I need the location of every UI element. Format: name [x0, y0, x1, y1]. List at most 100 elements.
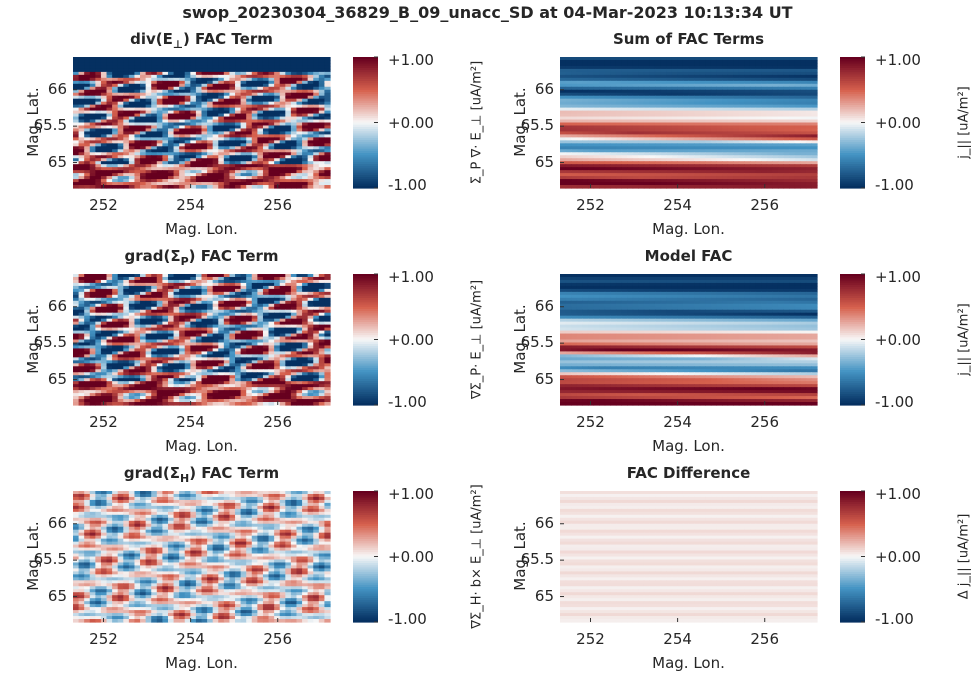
- heatmap-cell: [184, 185, 191, 189]
- heatmap-cell: [722, 110, 729, 115]
- heatmap-cell: [324, 128, 331, 133]
- heatmap-cell: [738, 131, 745, 136]
- heatmap-cell: [100, 285, 108, 290]
- heatmap-cell: [89, 113, 96, 118]
- heatmap-cell: [229, 282, 236, 287]
- heatmap-cell: [682, 140, 690, 144]
- heatmap-cell: [223, 149, 231, 153]
- heatmap-cell: [279, 279, 286, 284]
- heatmap-cell: [313, 71, 320, 76]
- heatmap-cell: [78, 74, 85, 79]
- heatmap-cell: [699, 107, 706, 112]
- heatmap-cell: [112, 291, 119, 296]
- heatmap-cell: [89, 161, 96, 165]
- heatmap-cell: [89, 291, 96, 296]
- colorbar-segment: [840, 63, 865, 67]
- heatmap-cell: [223, 137, 231, 141]
- heatmap-cell: [677, 173, 684, 177]
- heatmap-cell: [179, 274, 186, 278]
- heatmap-cell: [89, 152, 96, 156]
- heatmap-cell: [744, 128, 751, 133]
- heatmap-cell: [593, 62, 600, 67]
- heatmap-cell: [279, 309, 286, 314]
- heatmap-cell: [179, 98, 186, 103]
- heatmap-cell: [201, 128, 208, 133]
- heatmap-cell: [610, 143, 617, 147]
- heatmap-cell: [235, 137, 242, 141]
- heatmap-cell: [268, 104, 275, 109]
- heatmap-cell: [576, 164, 583, 168]
- heatmap-cell: [318, 95, 326, 100]
- heatmap-cell: [599, 170, 606, 174]
- heatmap-cell: [229, 125, 236, 130]
- heatmap-cell: [296, 101, 303, 106]
- heatmap-cell: [223, 134, 231, 138]
- heatmap-cell: [156, 57, 163, 61]
- heatmap-cell: [694, 164, 701, 168]
- heatmap-cell: [117, 176, 124, 180]
- heatmap-cell: [811, 146, 818, 150]
- heatmap-cell: [671, 149, 678, 153]
- heatmap-cell: [324, 65, 331, 70]
- heatmap-cell: [710, 89, 718, 94]
- heatmap-cell: [805, 146, 813, 150]
- heatmap-cell: [694, 65, 701, 70]
- colorbar-segment: [353, 91, 378, 95]
- heatmap-cell: [223, 95, 231, 100]
- heatmap-cell: [318, 173, 326, 177]
- heatmap-cell: [649, 125, 656, 130]
- heatmap-cell: [324, 101, 331, 106]
- heatmap-cell: [190, 71, 197, 76]
- heatmap-cell: [123, 152, 130, 156]
- heatmap-cell: [599, 137, 606, 141]
- heatmap-cell: [100, 167, 108, 171]
- heatmap-cell: [744, 125, 751, 130]
- heatmap-cell: [145, 309, 152, 314]
- heatmap-cell: [156, 59, 163, 64]
- heatmap-cell: [235, 179, 242, 183]
- heatmap-cell: [805, 68, 813, 73]
- heatmap-cell: [733, 101, 740, 106]
- heatmap-cell: [290, 101, 298, 106]
- heatmap-cell: [307, 59, 314, 64]
- colorbar-segment: [353, 159, 378, 163]
- heatmap-cell: [800, 77, 807, 82]
- heatmap-cell: [749, 122, 757, 127]
- heatmap-cell: [632, 77, 639, 82]
- heatmap-cell: [212, 318, 219, 323]
- heatmap-cell: [783, 152, 790, 156]
- heatmap-cell: [89, 288, 96, 293]
- heatmap-cell: [179, 80, 186, 85]
- heatmap-cell: [251, 65, 258, 70]
- heatmap-cell: [89, 140, 96, 144]
- heatmap-cell: [173, 131, 180, 136]
- heatmap-cell: [638, 164, 645, 168]
- heatmap-cell: [257, 321, 264, 326]
- heatmap-cell: [688, 119, 695, 124]
- heatmap-cell: [660, 107, 667, 112]
- heatmap-cell: [705, 110, 712, 115]
- heatmap-cell: [212, 101, 219, 106]
- heatmap-cell: [710, 146, 718, 150]
- heatmap-cell: [677, 179, 684, 183]
- heatmap-cell: [201, 300, 208, 305]
- heatmap-cell: [167, 152, 175, 156]
- heatmap-cell: [73, 104, 80, 109]
- heatmap-cell: [128, 107, 136, 112]
- heatmap-cell: [666, 107, 673, 112]
- colorbar-segment: [353, 150, 378, 154]
- heatmap-cell: [560, 131, 567, 136]
- heatmap-cell: [89, 125, 96, 130]
- heatmap-cell: [783, 116, 790, 121]
- heatmap-cell: [643, 176, 650, 180]
- heatmap-cell: [140, 98, 147, 103]
- heatmap-cell: [184, 170, 191, 174]
- heatmap-cell: [173, 134, 180, 138]
- heatmap-cell: [296, 92, 303, 97]
- heatmap-cell: [156, 318, 163, 323]
- heatmap-cell: [279, 68, 286, 73]
- heatmap-cell: [749, 158, 757, 162]
- heatmap-cell: [123, 158, 130, 162]
- heatmap-cell: [318, 128, 326, 133]
- heatmap-cell: [257, 107, 264, 112]
